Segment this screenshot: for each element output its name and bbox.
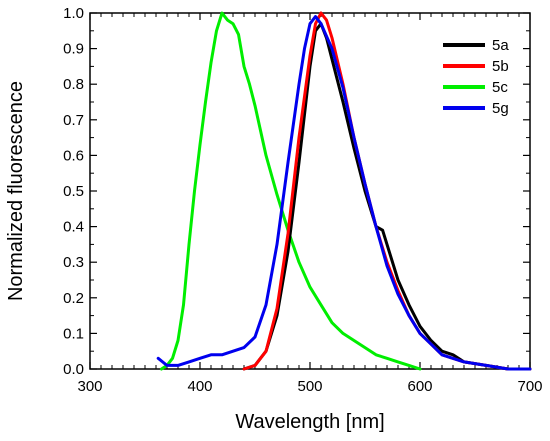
y-tick-labels: 0.0 0.1 0.2 0.3 0.4 0.5 0.6 0.7 0.8 0.9 1.0 [63, 5, 84, 378]
series-line-5a [242, 22, 532, 371]
series-line-5g [156, 15, 532, 371]
x-axis-title: Wavelength [nm] [235, 411, 384, 433]
y-tick-label: 0.4 [63, 219, 84, 236]
legend: 5a 5b 5c 5g [443, 37, 509, 117]
x-tick-label: 700 [517, 378, 542, 395]
y-tick-label: 0.3 [63, 254, 84, 271]
y-tick-label: 0.9 [63, 41, 84, 58]
legend-label-5g: 5g [492, 100, 509, 117]
legend-label-5a: 5a [492, 37, 509, 54]
x-tick-label: 300 [77, 378, 102, 395]
y-tick-label: 0.5 [63, 183, 84, 200]
legend-label-5c: 5c [492, 79, 508, 96]
x-tick-label: 400 [187, 378, 212, 395]
series-line-5c [160, 11, 422, 371]
y-tick-label: 0.1 [63, 325, 84, 342]
y-axis-title: Normalized fluorescence [5, 81, 27, 301]
series-lines [156, 11, 532, 371]
y-tick-label: 0.6 [63, 147, 84, 164]
y-tick-label: 0.8 [63, 76, 84, 93]
y-tick-label: 0.0 [63, 361, 84, 378]
y-tick-label: 1.0 [63, 5, 84, 22]
x-tick-label: 600 [407, 378, 432, 395]
x-tick-labels: 300 400 500 600 700 [77, 378, 542, 395]
legend-label-5b: 5b [492, 58, 509, 75]
y-tick-label: 0.2 [63, 290, 84, 307]
x-tick-label: 500 [297, 378, 322, 395]
y-tick-label: 0.7 [63, 112, 84, 129]
